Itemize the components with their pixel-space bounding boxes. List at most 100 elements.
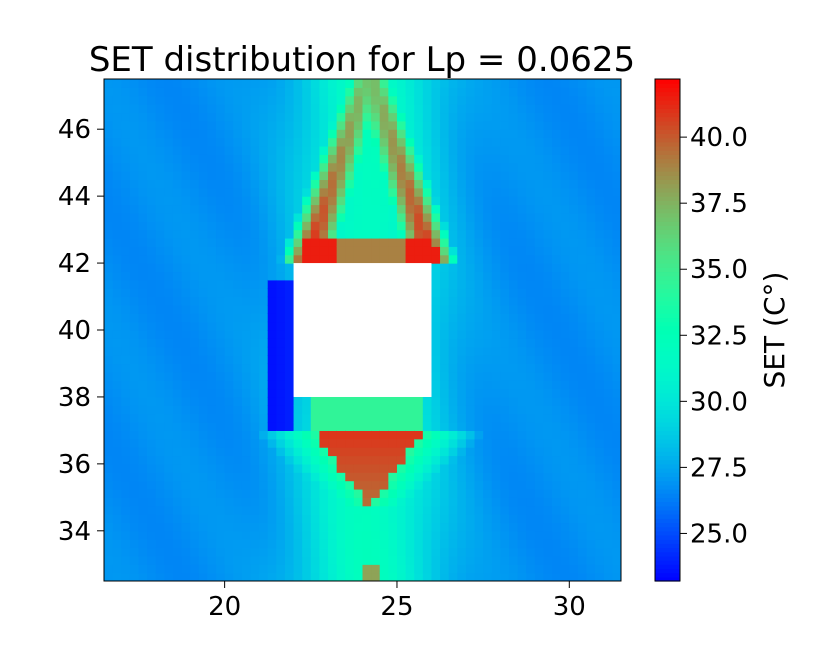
heatmap-cell xyxy=(474,229,484,239)
heatmap-cell xyxy=(155,572,165,581)
heatmap-cell xyxy=(207,522,217,532)
heatmap-cell xyxy=(104,237,114,247)
heatmap-cell xyxy=(440,363,450,373)
heatmap-cell xyxy=(224,422,234,431)
heatmap-cell xyxy=(121,212,131,222)
heatmap-cell xyxy=(276,246,286,256)
heatmap-cell xyxy=(491,237,501,247)
heatmap-cell xyxy=(543,564,553,574)
heatmap-cell xyxy=(138,514,148,524)
heatmap-cell xyxy=(483,112,493,122)
heatmap-cell xyxy=(259,87,269,97)
heatmap-cell xyxy=(224,246,234,256)
heatmap-cell xyxy=(216,171,226,180)
heatmap-cell xyxy=(104,179,114,189)
heatmap-cell xyxy=(310,145,321,155)
heatmap-cell xyxy=(198,380,208,390)
heatmap-cell xyxy=(310,79,321,88)
heatmap-cell xyxy=(198,288,208,298)
colorbar-strip xyxy=(655,488,680,494)
heatmap-cell xyxy=(259,221,269,231)
heatmap-cell xyxy=(147,422,157,431)
heatmap-cell xyxy=(379,497,389,507)
heatmap-cell xyxy=(371,237,381,247)
heatmap-cell xyxy=(414,187,424,197)
heatmap-cell xyxy=(586,405,596,415)
heatmap-cell xyxy=(250,522,260,532)
heatmap-cell xyxy=(104,380,114,390)
heatmap-cell xyxy=(508,304,519,314)
heatmap-cell xyxy=(241,304,252,314)
heatmap-cell xyxy=(405,162,415,172)
heatmap-cell xyxy=(457,355,467,365)
heatmap-cell xyxy=(508,313,519,323)
heatmap-cell xyxy=(267,237,277,247)
heatmap-cell xyxy=(224,154,234,164)
heatmap-cell xyxy=(508,430,519,440)
heatmap-cell xyxy=(302,497,312,507)
heatmap-cell xyxy=(276,112,286,122)
heatmap-cell xyxy=(603,539,613,549)
heatmap-cell xyxy=(465,145,476,155)
heatmap-cell xyxy=(586,438,596,448)
y-tick-label: 42 xyxy=(58,249,91,279)
heatmap-cell xyxy=(534,263,545,273)
heatmap-cell xyxy=(552,221,562,231)
heatmap-cell xyxy=(328,171,338,180)
heatmap-cell xyxy=(448,279,458,289)
heatmap-cell xyxy=(517,179,527,189)
heatmap-cell xyxy=(388,480,398,490)
heatmap-cell xyxy=(121,405,131,415)
heatmap-cell xyxy=(612,288,621,298)
heatmap-cell xyxy=(534,539,545,549)
heatmap-cell xyxy=(138,455,148,465)
heatmap-cell xyxy=(302,179,312,189)
heatmap-cell xyxy=(336,104,346,114)
heatmap-cell xyxy=(319,120,329,130)
heatmap-cell xyxy=(233,413,243,423)
heatmap-cell xyxy=(534,405,545,415)
heatmap-cell xyxy=(112,229,122,239)
heatmap-cell xyxy=(362,564,372,574)
heatmap-cell xyxy=(483,79,493,88)
heatmap-cell xyxy=(405,547,415,557)
heatmap-cell xyxy=(241,346,252,356)
heatmap-cell xyxy=(302,430,312,440)
heatmap-cell xyxy=(302,530,312,540)
heatmap-cell xyxy=(396,154,407,164)
heatmap-cell xyxy=(603,204,613,214)
heatmap-cell xyxy=(379,145,389,155)
heatmap-cell xyxy=(310,112,321,122)
heatmap-cell xyxy=(440,279,450,289)
heatmap-cell xyxy=(508,572,519,581)
heatmap-cell xyxy=(474,388,484,398)
heatmap-cell xyxy=(190,321,200,331)
heatmap-cell xyxy=(207,547,217,557)
colorbar-strip xyxy=(655,409,680,415)
heatmap-cell xyxy=(155,505,165,515)
heatmap-cell xyxy=(500,246,510,256)
heatmap-cell xyxy=(147,288,157,298)
colorbar-strip xyxy=(655,166,680,172)
heatmap-cell xyxy=(207,129,217,139)
heatmap-cell xyxy=(319,522,329,532)
heatmap-cell xyxy=(526,296,536,306)
heatmap-cell xyxy=(207,162,217,172)
heatmap-cell xyxy=(552,196,562,206)
heatmap-cell xyxy=(104,145,114,155)
heatmap-cell xyxy=(517,87,527,97)
heatmap-cell xyxy=(560,87,570,97)
heatmap-cell xyxy=(155,330,165,339)
heatmap-cell xyxy=(388,547,398,557)
heatmap-cell xyxy=(362,547,372,557)
heatmap-cell xyxy=(474,296,484,306)
heatmap-cell xyxy=(595,288,605,298)
heatmap-cell xyxy=(405,237,415,247)
heatmap-cell xyxy=(233,438,243,448)
heatmap-cell xyxy=(500,204,510,214)
heatmap-cell xyxy=(172,229,183,239)
heatmap-cell xyxy=(526,472,536,482)
heatmap-cell xyxy=(560,497,570,507)
heatmap-cell xyxy=(336,221,346,231)
heatmap-cell xyxy=(465,539,476,549)
